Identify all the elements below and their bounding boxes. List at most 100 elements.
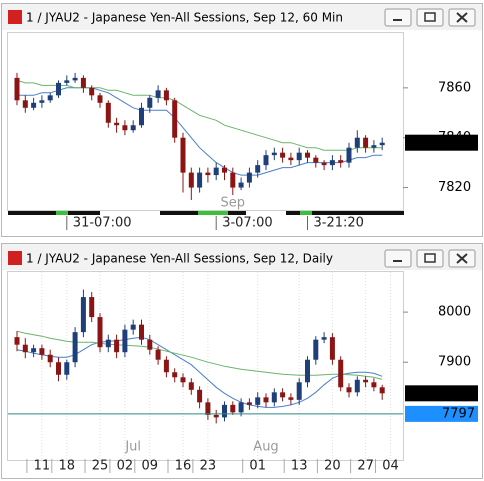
candle-body [130, 125, 136, 131]
moving-average [16, 330, 383, 380]
x-tick-label: 23 [200, 459, 217, 474]
month-label: Sep [221, 196, 246, 211]
candle-body [263, 155, 269, 166]
month-label: Aug [253, 440, 278, 455]
candle-body [172, 372, 178, 378]
window-icon[interactable] [8, 10, 22, 24]
window-title: 1 / JYAU2 - Japanese Yen-All Sessions, S… [26, 252, 333, 266]
candle-body [222, 404, 227, 418]
candle-body [213, 414, 219, 418]
candle-body [188, 172, 194, 188]
month-label: Jul [124, 440, 141, 455]
candle-body [197, 389, 203, 403]
candle-body [313, 157, 319, 163]
candle-body [379, 142, 385, 146]
candle-body [39, 100, 45, 103]
candle-body [155, 90, 161, 98]
candle-body [346, 387, 352, 393]
candle-body [114, 339, 120, 353]
candle-body [213, 167, 219, 176]
candle-body [246, 402, 252, 405]
candle-body [371, 145, 377, 148]
x-tick-label: 02 [117, 459, 134, 474]
candle-body [329, 337, 335, 360]
candle-body [47, 354, 53, 363]
candle-body [147, 339, 153, 350]
candle-body [122, 329, 128, 353]
price-marker-label: 7838 [442, 386, 475, 401]
candle-body [39, 348, 45, 355]
candle-body [22, 100, 28, 108]
icon [424, 12, 436, 22]
candle-body [22, 344, 28, 353]
candle-body [72, 77, 78, 81]
price-marker [405, 385, 478, 402]
candle-body [31, 102, 37, 108]
candle-body [180, 137, 186, 173]
y-tick-label: 7900 [438, 355, 471, 370]
candle-body [255, 397, 261, 405]
icon [424, 253, 436, 263]
plot-area [7, 271, 404, 461]
candle-body [230, 404, 236, 413]
candle-body [280, 152, 286, 158]
candle-body [363, 379, 369, 383]
x-tick-label: 13 [291, 459, 308, 474]
candle-body [321, 337, 327, 340]
candle-body [296, 152, 302, 161]
candle-body [354, 379, 360, 393]
y-tick-label: 7860 [438, 80, 471, 95]
candle-body [197, 172, 203, 188]
candle-body [139, 107, 144, 126]
minimize-button[interactable] [384, 8, 412, 27]
candle-body [363, 137, 369, 148]
window-title: 1 / JYAU2 - Japanese Yen-All Sessions, S… [26, 11, 343, 25]
candle-body [288, 397, 294, 400]
candle-body [105, 339, 111, 348]
x-tick-label: 16 [175, 459, 192, 474]
session-strip [8, 211, 404, 215]
candle-body [205, 402, 211, 415]
maximize-button[interactable] [416, 249, 444, 268]
candle-body [155, 349, 161, 360]
candle-body [271, 152, 277, 156]
x-tick-label: 18 [59, 459, 76, 474]
y-tick-label: 8000 [438, 305, 471, 320]
x-tick-label: 3-21:20 [314, 216, 364, 231]
candle-body [371, 382, 377, 388]
candle-body [280, 392, 286, 398]
maximize-button[interactable] [416, 8, 444, 27]
candle-body [255, 165, 261, 173]
candle-body [147, 97, 153, 108]
candle-body [130, 324, 136, 330]
candle-body [238, 182, 244, 188]
candle-body [222, 167, 227, 173]
moving-average [16, 79, 383, 151]
candle-body [172, 100, 178, 138]
x-tick-label: 31-07:00 [73, 216, 132, 231]
candle-body [122, 125, 128, 131]
minimize-button[interactable] [384, 249, 412, 268]
candle-body [288, 157, 294, 161]
candle-body [31, 348, 37, 353]
icon [456, 12, 468, 23]
window-icon[interactable] [8, 251, 22, 265]
candle-body [105, 102, 111, 123]
candle-body [238, 402, 244, 413]
candle-body [321, 162, 327, 166]
candle-body [338, 160, 344, 163]
x-tick-label: 25 [92, 459, 109, 474]
candle-body [163, 359, 169, 373]
candle-body [64, 362, 70, 375]
candle-body [80, 77, 86, 88]
x-tick-label: 04 [382, 459, 399, 474]
candle-body [246, 172, 252, 183]
candle-body [188, 382, 194, 390]
candle-body [47, 95, 53, 101]
candle-body [89, 87, 95, 96]
candle-body [329, 160, 335, 166]
x-tick-label: 09 [142, 459, 159, 474]
candle-body [97, 95, 103, 103]
y-tick-label: 7820 [438, 180, 471, 195]
plot-area [7, 32, 404, 211]
